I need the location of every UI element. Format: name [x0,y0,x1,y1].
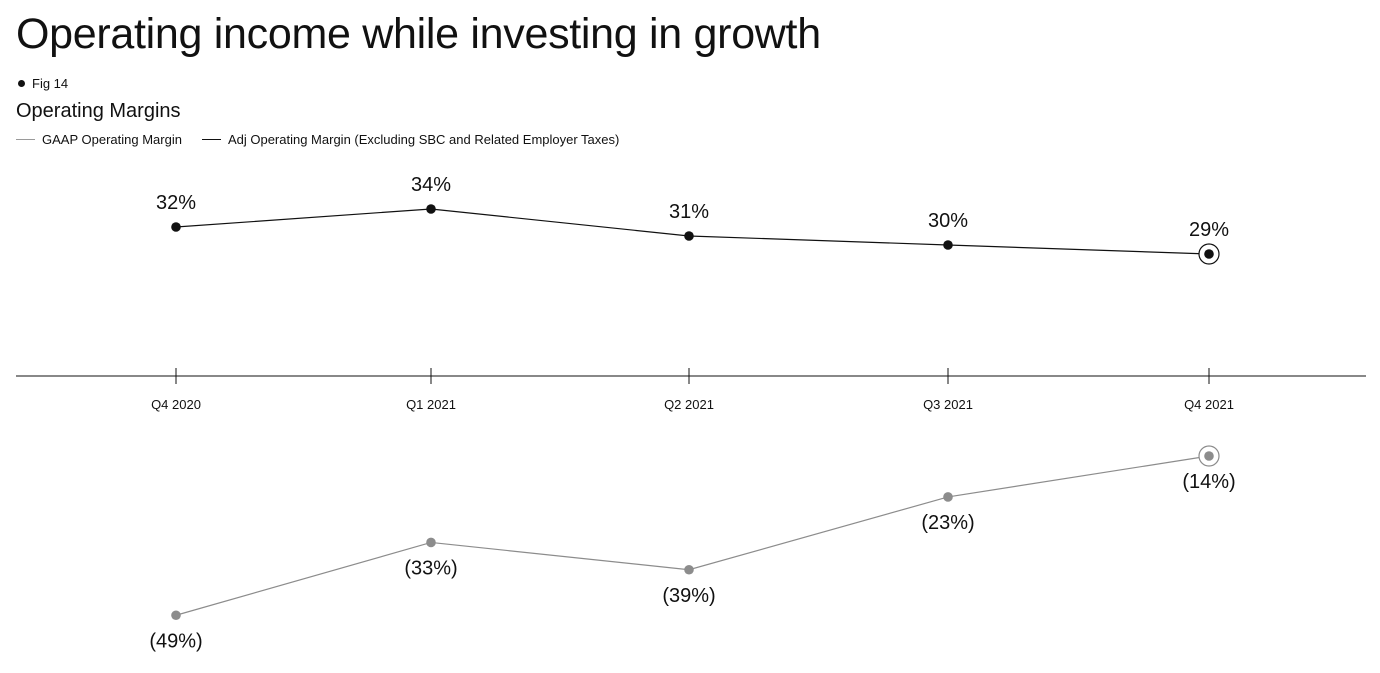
x-tick-label: Q4 2020 [151,397,201,412]
gaap-data-point [943,492,953,502]
legend-item-gaap: GAAP Operating Margin [16,132,182,147]
adj-data-label: 31% [669,201,709,223]
gaap-data-label: (39%) [662,585,715,607]
legend-item-adj: Adj Operating Margin (Excluding SBC and … [201,132,620,147]
x-tick-label: Q3 2021 [923,397,973,412]
gaap-data-point [426,537,436,548]
adj-data-point [426,204,436,214]
adj-data-point [1204,249,1214,259]
gaap-data-label: (33%) [404,557,457,579]
adj-data-point [684,231,694,241]
legend-label-adj: Adj Operating Margin (Excluding SBC and … [227,132,620,147]
x-tick-label: Q4 2021 [1184,397,1234,412]
page-headline: Operating income while investing in grow… [16,10,821,58]
gaap-data-point [1204,451,1214,461]
x-tick-label: Q1 2021 [406,397,456,412]
adj-data-label: 34% [411,174,451,196]
figure-tag: Fig 14 [18,76,68,91]
adj-data-point [171,222,181,232]
adj-data-label: 29% [1189,219,1229,241]
legend-swatch-adj [201,139,221,140]
gaap-data-label: (14%) [1182,471,1235,493]
legend-swatch-gaap [16,139,35,140]
adj-data-point [943,240,953,250]
chart-legend: GAAP Operating Margin Adj Operating Marg… [16,132,639,147]
chart-title: Operating Margins [16,100,181,122]
gaap-data-point [684,564,694,575]
legend-label-gaap: GAAP Operating Margin [42,132,182,147]
x-tick-label: Q2 2021 [664,397,714,412]
figure-bullet-icon [18,80,25,87]
gaap-data-label: (23%) [921,512,974,534]
gaap-data-label: (49%) [149,630,202,652]
figure-number: Fig 14 [32,76,69,91]
adj-data-label: 32% [156,192,196,214]
gaap-data-point [171,610,181,621]
adj-data-label: 30% [928,210,968,232]
